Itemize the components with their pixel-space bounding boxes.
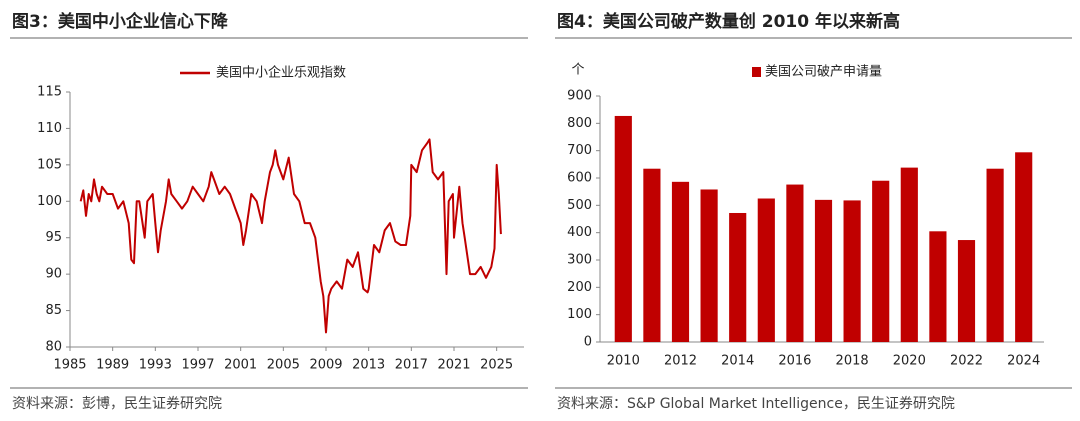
y-tick-label: 300 <box>567 253 592 268</box>
bar <box>872 180 890 342</box>
y-tick-label: 600 <box>567 171 592 186</box>
y-tick-label: 500 <box>567 198 592 213</box>
y-tick-label: 110 <box>37 121 62 136</box>
chart-title: 图3：美国中小企业信心下降 <box>12 11 229 32</box>
y-tick-label: 0 <box>584 335 592 350</box>
y-tick-label: 100 <box>37 194 62 209</box>
x-tick-label: 2016 <box>778 354 811 369</box>
line-series <box>79 138 502 334</box>
y-tick-label: 105 <box>37 157 62 172</box>
x-tick-label: 2013 <box>352 358 385 373</box>
y-tick-label: 85 <box>45 303 62 318</box>
bar <box>814 199 833 342</box>
x-tick-label: 2005 <box>267 358 300 373</box>
x-tick-label: 2020 <box>893 354 926 369</box>
x-tick-label: 2022 <box>950 354 983 369</box>
x-tick-label: 2001 <box>224 358 257 373</box>
y-tick-label: 80 <box>45 340 62 355</box>
x-tick-label: 2010 <box>607 354 640 369</box>
x-tick-label: 1993 <box>139 358 172 373</box>
bar <box>786 184 804 342</box>
bar <box>671 181 690 342</box>
bar <box>900 167 918 342</box>
x-tick-label: 2025 <box>480 358 513 373</box>
bar <box>843 200 861 342</box>
y-tick-label: 100 <box>567 307 592 322</box>
bar <box>957 240 976 342</box>
x-tick-label: 2017 <box>395 358 428 373</box>
bar <box>643 168 661 342</box>
bar <box>614 115 632 342</box>
legend-label: 美国公司破产申请量 <box>765 65 882 80</box>
source: 资料来源：彭博，民生证券研究院 <box>12 395 222 412</box>
y-tick-label: 400 <box>567 225 592 240</box>
bar <box>757 198 775 342</box>
x-tick-label: 1985 <box>53 358 86 373</box>
x-tick-label: 2014 <box>721 354 754 369</box>
chart-title: 图4：美国公司破产数量创 2010 年以来新高 <box>557 11 900 32</box>
y-axis-label: 个 <box>571 63 584 78</box>
y-tick-label: 200 <box>567 280 592 295</box>
y-tick-label: 800 <box>567 116 592 131</box>
x-tick-label: 2021 <box>437 358 470 373</box>
bar <box>729 212 747 342</box>
x-tick-label: 1997 <box>181 358 214 373</box>
x-tick-label: 1989 <box>96 358 129 373</box>
y-tick-label: 700 <box>567 143 592 158</box>
x-tick-label: 2009 <box>309 358 342 373</box>
bar <box>986 168 1004 342</box>
legend-label: 美国中小企业乐观指数 <box>216 65 346 81</box>
y-tick-label: 95 <box>45 230 62 245</box>
bar <box>1015 152 1033 342</box>
bar <box>929 231 947 342</box>
y-tick-label: 900 <box>567 89 592 104</box>
x-tick-label: 2018 <box>836 354 869 369</box>
bar <box>700 189 718 342</box>
y-tick-label: 90 <box>45 267 62 282</box>
source: 资料来源：S&P Global Market Intelligence，民生证券… <box>557 396 955 412</box>
legend-swatch <box>752 67 761 77</box>
x-tick-label: 2012 <box>664 354 697 369</box>
y-tick-label: 115 <box>37 85 62 100</box>
x-tick-label: 2024 <box>1007 354 1040 369</box>
